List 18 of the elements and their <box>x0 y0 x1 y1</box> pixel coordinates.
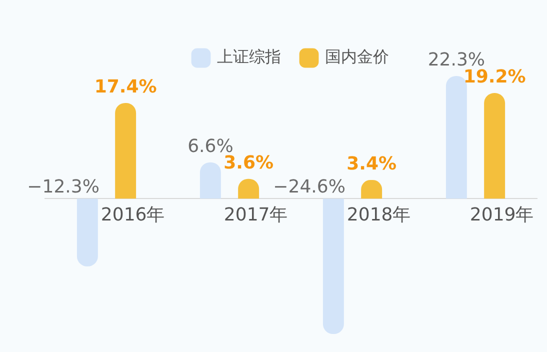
legend-label: 上证综指 <box>217 47 281 66</box>
data-label: 3.6% <box>224 152 274 174</box>
x-tick-label: 2016年 <box>100 204 165 226</box>
bar <box>446 76 467 199</box>
bar <box>200 162 221 199</box>
bar <box>76 198 98 266</box>
bar <box>115 102 136 199</box>
bar <box>484 93 506 199</box>
data-label: −12.3% <box>27 176 100 198</box>
legend-label: 国内金价 <box>325 47 389 66</box>
x-tick-label: 2017年 <box>224 204 288 226</box>
data-label: −24.6% <box>273 176 346 198</box>
x-tick-label: 2018年 <box>346 204 411 226</box>
x-tick-label: 2019年 <box>470 204 534 226</box>
data-label: 17.4% <box>94 76 157 98</box>
data-label: 19.2% <box>463 66 526 88</box>
data-label: 3.4% <box>346 154 397 175</box>
bar <box>322 198 344 334</box>
